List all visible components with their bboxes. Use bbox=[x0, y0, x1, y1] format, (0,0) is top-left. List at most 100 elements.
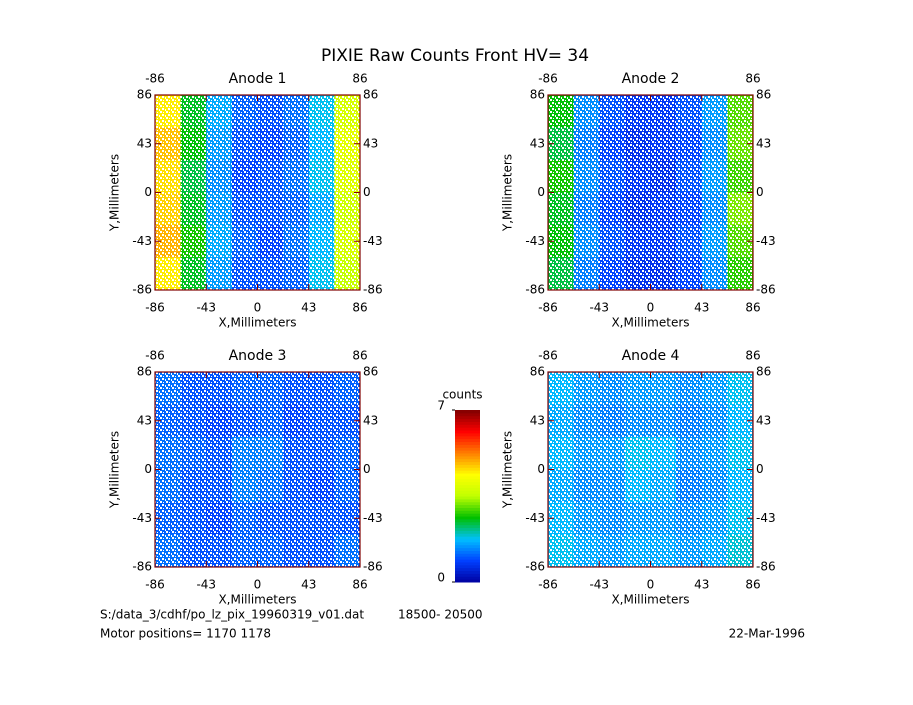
top-tick-label: 86 bbox=[745, 72, 760, 86]
colorbar-step bbox=[455, 418, 480, 422]
colorbar-tick-label: 0 bbox=[437, 571, 445, 585]
top-tick-label: 86 bbox=[745, 349, 760, 363]
x-tick-label: -86 bbox=[145, 578, 165, 592]
x-axis-label: X,Millimeters bbox=[611, 316, 689, 330]
x-axis-label: X,Millimeters bbox=[611, 593, 689, 607]
x-tick-label: 43 bbox=[694, 301, 709, 315]
y-tick-label: -86 bbox=[132, 560, 152, 574]
colorbar-step bbox=[455, 524, 480, 529]
x-tick-label: 0 bbox=[647, 578, 655, 592]
y-tick-label: -86 bbox=[525, 560, 545, 574]
x-tick-label: 43 bbox=[301, 578, 316, 592]
colorbar-step bbox=[455, 490, 480, 494]
panel-title: Anode 4 bbox=[622, 348, 680, 364]
colorbar-step bbox=[455, 444, 480, 448]
y-tick-label: -43 bbox=[132, 511, 152, 525]
colorbar-step bbox=[455, 504, 480, 508]
colorbar-step bbox=[455, 507, 480, 511]
y-tick-label-right: 86 bbox=[363, 365, 378, 379]
x-axis-label: X,Millimeters bbox=[218, 593, 296, 607]
time-range: 18500- 20500 bbox=[398, 608, 483, 622]
colorbar-step bbox=[455, 501, 480, 506]
top-tick-label: -86 bbox=[145, 349, 165, 363]
panel-title: Anode 2 bbox=[622, 71, 680, 87]
colorbar-step bbox=[455, 579, 480, 583]
colorbar-step bbox=[455, 447, 480, 451]
y-tick-label: -86 bbox=[525, 283, 545, 297]
x-tick-label: 0 bbox=[254, 301, 262, 315]
colorbar-step bbox=[455, 576, 480, 580]
y-tick-label-right: -86 bbox=[363, 283, 383, 297]
y-tick-label-right: 0 bbox=[363, 185, 371, 199]
colorbar-step bbox=[455, 455, 480, 460]
speckle bbox=[155, 372, 360, 567]
y-tick-label: 43 bbox=[530, 136, 545, 150]
colorbar-step bbox=[455, 478, 480, 483]
date: 22-Mar-1996 bbox=[729, 627, 805, 641]
colorbar-step bbox=[455, 453, 480, 457]
colorbar-step bbox=[455, 521, 480, 526]
colorbar-label: counts bbox=[442, 388, 482, 402]
y-axis-label: Y,Millimeters bbox=[501, 431, 515, 509]
x-tick-label: 86 bbox=[352, 301, 367, 315]
chart-title: PIXIE Raw Counts Front HV= 34 bbox=[321, 46, 589, 66]
colorbar-step bbox=[455, 461, 480, 465]
file-name: S:/data_3/cdhf/po_lz_pix_19960319_v01.da… bbox=[100, 608, 364, 622]
colorbar-step bbox=[455, 561, 480, 566]
top-tick-label: -86 bbox=[538, 72, 558, 86]
y-tick-label: 0 bbox=[537, 462, 545, 476]
y-tick-label-right: -86 bbox=[756, 560, 776, 574]
y-tick-label-right: -86 bbox=[756, 283, 776, 297]
y-tick-label-right: -43 bbox=[363, 234, 383, 248]
motor-positions: Motor positions= 1170 1178 bbox=[100, 627, 271, 641]
colorbar-step bbox=[455, 553, 480, 557]
colorbar-step bbox=[455, 539, 480, 543]
top-tick-label: -86 bbox=[538, 349, 558, 363]
x-tick-label: 43 bbox=[694, 578, 709, 592]
speckle bbox=[155, 95, 360, 290]
colorbar-step bbox=[455, 481, 480, 486]
colorbar-step bbox=[455, 427, 480, 431]
colorbar-step bbox=[455, 498, 480, 503]
y-tick-label-right: -43 bbox=[363, 511, 383, 525]
y-tick-label-right: 86 bbox=[363, 88, 378, 102]
y-tick-label: -43 bbox=[525, 511, 545, 525]
top-tick-label: 86 bbox=[352, 72, 367, 86]
colorbar-step bbox=[455, 464, 480, 468]
colorbar-step bbox=[455, 432, 480, 437]
y-tick-label: 86 bbox=[530, 365, 545, 379]
colorbar-step bbox=[455, 533, 480, 537]
colorbar-step bbox=[455, 412, 480, 417]
colorbar-step bbox=[455, 544, 480, 549]
colorbar-step bbox=[455, 527, 480, 531]
colorbar-step bbox=[455, 530, 480, 534]
y-tick-label: 86 bbox=[137, 88, 152, 102]
y-tick-label: 43 bbox=[137, 136, 152, 150]
speckle bbox=[548, 95, 753, 290]
colorbar-step bbox=[455, 435, 480, 440]
x-tick-label: -43 bbox=[589, 301, 609, 315]
panel-title: Anode 3 bbox=[229, 348, 287, 364]
colorbar-step bbox=[455, 458, 480, 463]
colorbar-step bbox=[455, 410, 480, 414]
colorbar-step bbox=[455, 559, 480, 563]
x-tick-label: -86 bbox=[538, 578, 558, 592]
y-tick-label: -43 bbox=[525, 234, 545, 248]
y-tick-label-right: 43 bbox=[756, 136, 771, 150]
x-tick-label: -43 bbox=[589, 578, 609, 592]
colorbar-step bbox=[455, 573, 480, 577]
colorbar-step bbox=[455, 473, 480, 477]
y-tick-label: 0 bbox=[144, 462, 152, 476]
x-tick-label: -43 bbox=[196, 301, 216, 315]
y-tick-label-right: 43 bbox=[363, 136, 378, 150]
colorbar-step bbox=[455, 547, 480, 551]
x-tick-label: -86 bbox=[538, 301, 558, 315]
colorbar-step bbox=[455, 496, 480, 500]
colorbar-step bbox=[455, 430, 480, 434]
colorbar-step bbox=[455, 493, 480, 497]
y-tick-label: -86 bbox=[132, 283, 152, 297]
colorbar-step bbox=[455, 518, 480, 523]
colorbar-step bbox=[455, 467, 480, 471]
top-tick-label: 86 bbox=[352, 349, 367, 363]
